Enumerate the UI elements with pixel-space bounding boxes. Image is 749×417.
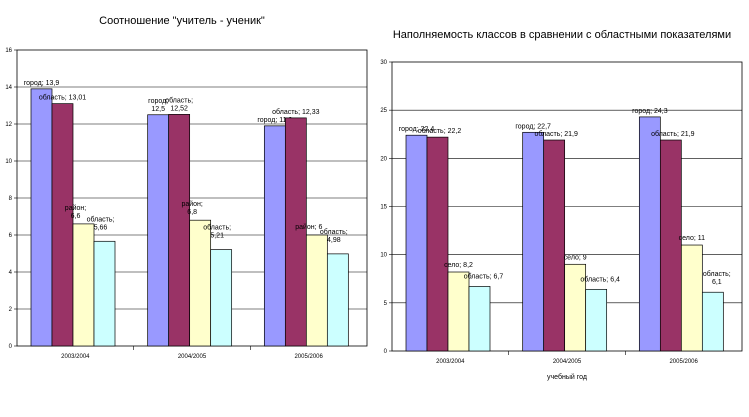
data-label: 6,6 — [71, 213, 81, 220]
bar — [284, 117, 307, 347]
bar — [51, 103, 74, 347]
bar — [638, 116, 661, 352]
y-tick-label: 10 — [5, 159, 12, 165]
bar — [326, 253, 349, 347]
bar — [210, 249, 233, 347]
bar — [405, 134, 428, 352]
data-label: село; 9 — [564, 254, 587, 261]
y-tick-label: 30 — [380, 60, 387, 66]
bar — [701, 291, 724, 352]
data-label: город; — [148, 98, 168, 105]
bar — [543, 139, 566, 352]
data-label: область; 22,2 — [418, 127, 462, 135]
bar — [680, 244, 703, 352]
chart-teacher-student-ratio: Соотношение "учитель - ученик" 0 2 4 6 8 10 12 1… — [5, 15, 368, 360]
y-tick-label: 0 — [384, 349, 388, 355]
y-tick-label: 0 — [9, 344, 13, 350]
data-label: город; 13,9 — [24, 80, 60, 87]
data-label: область; 21,9 — [651, 130, 695, 138]
bar — [30, 88, 53, 347]
bar — [585, 288, 608, 352]
bar — [522, 131, 545, 352]
bar — [659, 139, 682, 352]
y-tick-label: 4 — [9, 270, 13, 276]
bar — [72, 223, 95, 347]
data-label: село; 8,2 — [444, 262, 473, 269]
chart-title: Наполняемость классов в сравнении с обла… — [393, 29, 731, 41]
data-label: район; 6 — [295, 223, 322, 231]
data-label: область; 13,01 — [39, 94, 86, 102]
bar — [93, 240, 116, 347]
data-label: область; 21,9 — [534, 130, 578, 138]
data-label: область; — [320, 228, 348, 236]
x-category-label: 2003/2004 — [61, 354, 90, 360]
y-tick-label: 6 — [9, 233, 13, 239]
bar — [147, 114, 170, 347]
bar — [263, 125, 286, 347]
x-category-label: 2005/2006 — [669, 359, 698, 365]
data-label: 12,52 — [170, 105, 188, 112]
x-category-label: 2004/2005 — [178, 354, 207, 360]
data-label: 4,98 — [327, 237, 341, 244]
chart-class-occupancy: Наполняемость классов в сравнении с обла… — [380, 29, 743, 381]
data-label: область; — [203, 224, 231, 232]
data-label: район; — [65, 204, 86, 212]
bar — [189, 219, 212, 347]
data-label: 6,1 — [712, 279, 722, 286]
data-label: город; 11,9 — [257, 117, 292, 124]
data-label: область; — [165, 96, 193, 104]
data-label: район; — [181, 200, 202, 208]
chart-title: Соотношение "учитель - ученик" — [99, 15, 265, 27]
y-tick-label: 16 — [5, 48, 12, 54]
data-label: область; — [703, 270, 731, 278]
y-tick-label: 5 — [384, 301, 388, 307]
data-label: область; 12,33 — [272, 108, 319, 116]
data-label: 12,5 — [151, 106, 165, 113]
y-tick-label: 15 — [380, 205, 387, 211]
y-tick-label: 14 — [5, 85, 12, 91]
y-tick-label: 2 — [9, 307, 13, 313]
data-label: область; — [87, 215, 115, 223]
data-label: город; 24,3 — [632, 108, 668, 115]
bar — [426, 136, 449, 352]
x-category-label: 2005/2006 — [294, 354, 323, 360]
bar — [447, 271, 470, 352]
data-label: 5,66 — [94, 224, 108, 231]
data-label: область; 6,7 — [464, 272, 504, 280]
y-tick-label: 25 — [380, 108, 387, 114]
y-tick-label: 10 — [380, 253, 387, 259]
x-category-label: 2003/2004 — [436, 359, 465, 365]
data-label: 5,21 — [210, 233, 224, 240]
bar — [305, 234, 328, 347]
data-label: город; 22,4 — [399, 126, 435, 133]
data-label: область; 6,4 — [580, 275, 620, 283]
data-label: село; 11 — [679, 235, 705, 242]
y-tick-label: 20 — [380, 156, 387, 162]
y-tick-label: 12 — [5, 122, 12, 128]
bar — [468, 286, 491, 352]
x-category-label: 2004/2005 — [553, 359, 582, 365]
y-tick-label: 8 — [9, 196, 13, 202]
bar — [168, 114, 191, 347]
data-label: город; 22,7 — [515, 123, 551, 130]
x-axis-label: учебный год — [547, 373, 587, 381]
data-label: 6,8 — [187, 209, 197, 216]
